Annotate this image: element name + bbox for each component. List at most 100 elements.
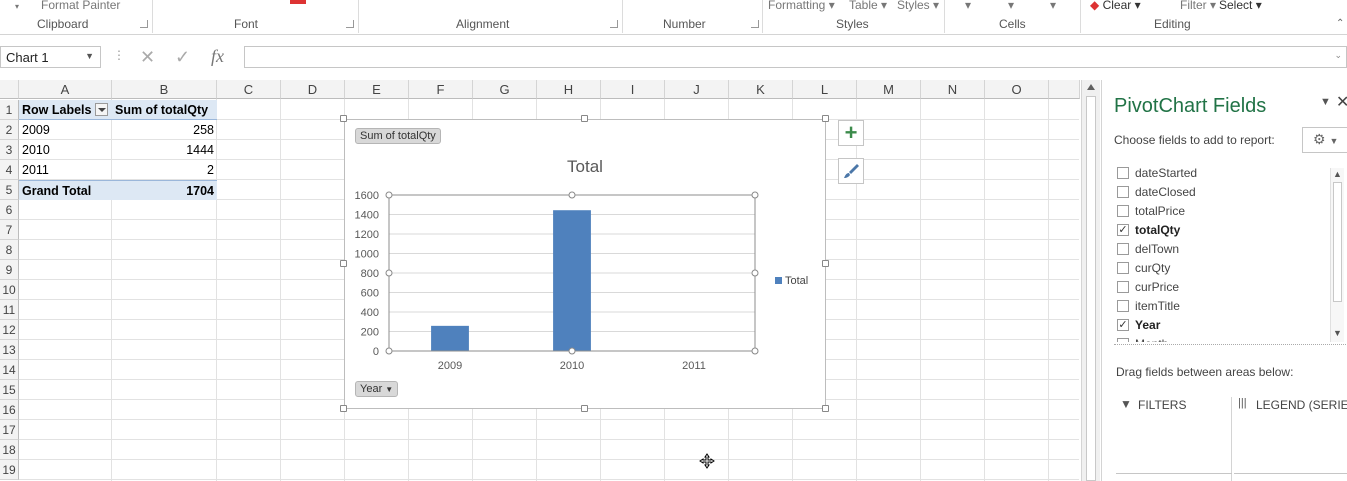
chart-resize-handle[interactable] [340, 405, 347, 412]
field-item[interactable]: itemTitle [1117, 299, 1180, 317]
row-header[interactable]: 9 [0, 260, 19, 280]
column-header-d[interactable]: D [281, 80, 345, 99]
column-header-i[interactable]: I [601, 80, 665, 99]
pivot-row-label[interactable]: 2009 [22, 123, 50, 137]
scroll-up-icon[interactable] [1087, 84, 1095, 90]
pivot-row-labels-header[interactable]: Row Labels [19, 100, 112, 120]
bar-2009[interactable] [431, 325, 469, 351]
more-options-icon[interactable]: ⋮ [113, 48, 125, 62]
row-header[interactable]: 14 [0, 360, 19, 380]
field-item[interactable]: totalPrice [1117, 204, 1185, 222]
vertical-scrollbar[interactable] [1081, 80, 1100, 481]
checkbox[interactable] [1117, 299, 1129, 312]
chart-resize-handle[interactable] [340, 115, 347, 122]
chart-legend[interactable]: Total [775, 275, 808, 287]
row-header[interactable]: 11 [0, 300, 19, 320]
scroll-up-icon[interactable]: ▲ [1333, 169, 1342, 179]
column-header-g[interactable]: G [473, 80, 537, 99]
format-painter-button[interactable]: ▾ Format Painter [15, 0, 121, 12]
scroll-thumb[interactable] [1086, 96, 1096, 481]
row-header[interactable]: 13 [0, 340, 19, 360]
column-header-l[interactable]: L [793, 80, 857, 99]
row-header[interactable]: 18 [0, 440, 19, 460]
column-header-o[interactable]: O [985, 80, 1049, 99]
field-list-scrollbar[interactable]: ▲ ▼ [1330, 168, 1344, 342]
row-header[interactable]: 19 [0, 460, 19, 480]
row-header[interactable]: 8 [0, 240, 19, 260]
sort-filter-button[interactable]: Filter ▾ [1180, 0, 1217, 12]
chart-title[interactable]: Total [567, 157, 603, 176]
row-header[interactable]: 15 [0, 380, 19, 400]
pivot-row-label[interactable]: 2010 [22, 143, 50, 157]
clear-button[interactable]: ◆ Clear ▾ [1090, 0, 1141, 12]
alignment-launcher-icon[interactable] [610, 20, 618, 28]
bar-2010[interactable] [553, 210, 591, 351]
pane-options-dropdown[interactable]: ▼ [1320, 96, 1331, 108]
format-cells-dropdown[interactable]: ▾ [1050, 0, 1057, 12]
chart-resize-handle[interactable] [822, 405, 829, 412]
column-header-k[interactable]: K [729, 80, 793, 99]
field-item[interactable]: dateClosed [1117, 185, 1196, 203]
checkbox[interactable] [1117, 337, 1129, 342]
field-item[interactable]: dateStarted [1117, 166, 1197, 184]
checkbox[interactable] [1117, 280, 1129, 293]
enter-check-icon[interactable]: ✓ [175, 47, 191, 67]
pivot-row-label[interactable]: 2011 [22, 163, 49, 177]
checkbox[interactable] [1117, 204, 1129, 217]
chart-resize-handle[interactable] [581, 115, 588, 122]
row-header[interactable]: 1 [0, 100, 19, 120]
column-header-h[interactable]: H [537, 80, 601, 99]
checkbox[interactable] [1117, 242, 1129, 255]
chart-elements-button[interactable]: + [838, 120, 864, 146]
row-header[interactable]: 5 [0, 180, 19, 200]
column-header-m[interactable]: M [857, 80, 921, 99]
row-header[interactable]: 17 [0, 420, 19, 440]
field-item[interactable]: ✓ Year [1117, 318, 1160, 336]
insert-cells-dropdown[interactable]: ▾ [965, 0, 972, 12]
row-header[interactable]: 12 [0, 320, 19, 340]
clipboard-launcher-icon[interactable] [140, 20, 148, 28]
column-header-f[interactable]: F [409, 80, 473, 99]
field-item[interactable]: Month [1117, 337, 1168, 342]
close-icon[interactable]: ✕ [1336, 94, 1347, 111]
checkbox[interactable] [1117, 261, 1129, 274]
checkbox-checked[interactable]: ✓ [1117, 223, 1129, 236]
number-launcher-icon[interactable] [751, 20, 759, 28]
field-item[interactable]: curPrice [1117, 280, 1179, 298]
row-header[interactable]: 16 [0, 400, 19, 420]
pivot-grand-total-value[interactable]: 1704 [112, 180, 217, 200]
field-list-layout-button[interactable]: ⚙ ▼ [1302, 127, 1347, 153]
row-header[interactable]: 7 [0, 220, 19, 240]
pivot-row-value[interactable]: 1444 [186, 143, 214, 157]
column-header-n[interactable]: N [921, 80, 985, 99]
checkbox-checked[interactable]: ✓ [1117, 318, 1129, 331]
formula-input[interactable]: ⌄ [244, 46, 1347, 68]
chart-resize-handle[interactable] [340, 260, 347, 267]
field-item[interactable]: delTown [1117, 242, 1179, 260]
chevron-down-icon[interactable]: ▼ [85, 51, 94, 61]
format-as-table-button[interactable]: Table ▾ [849, 0, 888, 12]
select-all-corner[interactable] [0, 80, 19, 99]
chart-styles-button[interactable] [838, 158, 864, 184]
checkbox[interactable] [1117, 185, 1129, 198]
column-header-p[interactable] [1049, 80, 1080, 99]
delete-cells-dropdown[interactable]: ▾ [1008, 0, 1015, 12]
field-item[interactable]: ✓ totalQty [1117, 223, 1180, 241]
pivot-row-value[interactable]: 2 [207, 163, 214, 177]
collapse-ribbon-icon[interactable]: ⌃ [1336, 18, 1345, 29]
font-launcher-icon[interactable] [346, 20, 354, 28]
column-header-c[interactable]: C [217, 80, 281, 99]
chart-resize-handle[interactable] [822, 115, 829, 122]
cancel-icon[interactable]: ✕ [140, 47, 156, 67]
column-header-e[interactable]: E [345, 80, 409, 99]
row-header[interactable]: 10 [0, 280, 19, 300]
pivot-value-header[interactable]: Sum of totalQty [112, 100, 217, 120]
row-header[interactable]: 3 [0, 140, 19, 160]
pivot-row-value[interactable]: 258 [193, 123, 214, 137]
checkbox[interactable] [1117, 166, 1129, 179]
axis-field-button[interactable]: Year ▼ [355, 381, 399, 397]
row-header[interactable]: 2 [0, 120, 19, 140]
column-header-j[interactable]: J [665, 80, 729, 99]
